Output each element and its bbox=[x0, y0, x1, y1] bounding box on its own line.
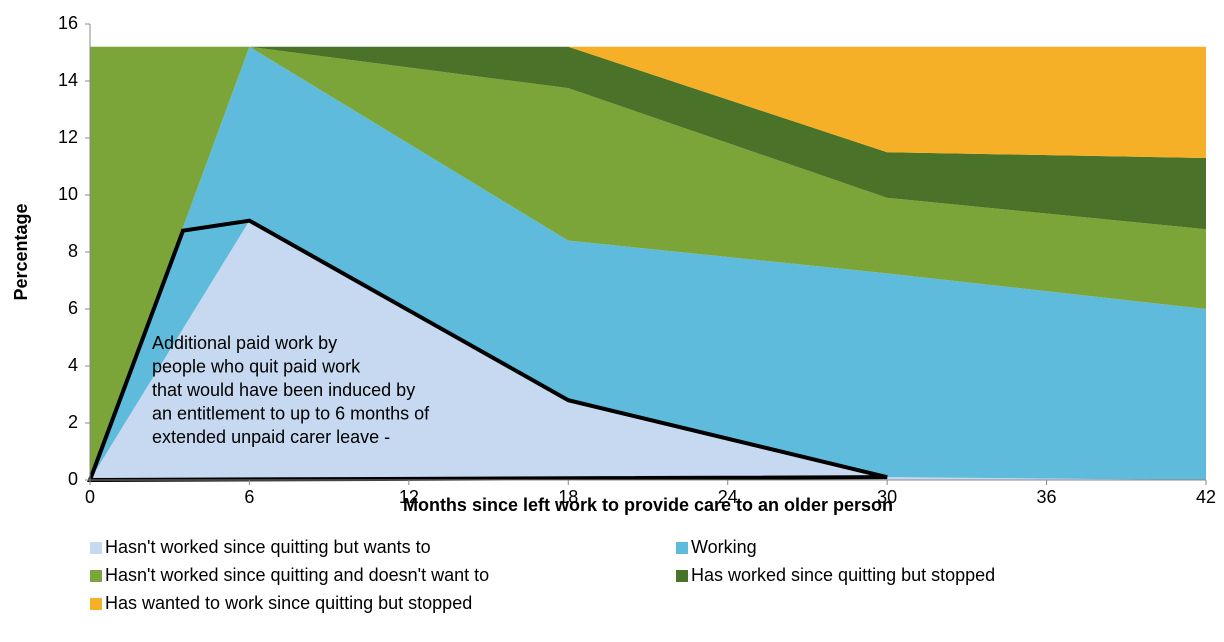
annotation-text: Additional paid work by bbox=[152, 333, 337, 353]
annotation-text: people who quit paid work bbox=[152, 356, 361, 376]
y-tick-label: 16 bbox=[58, 13, 78, 33]
y-tick-label: 8 bbox=[68, 241, 78, 261]
y-tick-label: 14 bbox=[58, 70, 78, 90]
annotation-outline bbox=[87, 218, 888, 483]
annotation-text: an entitlement to up to 6 months of bbox=[152, 403, 430, 423]
x-tick-label: 36 bbox=[1037, 487, 1057, 507]
x-tick-label: 30 bbox=[877, 487, 897, 507]
area bbox=[90, 46, 1206, 230]
area bbox=[90, 46, 1206, 158]
y-tick-label: 10 bbox=[58, 184, 78, 204]
legend-label: Working bbox=[691, 537, 757, 557]
y-tick-label: 2 bbox=[68, 412, 78, 432]
x-tick-label: 0 bbox=[85, 487, 95, 507]
legend-label: Has worked since quitting but stopped bbox=[691, 565, 995, 585]
area bbox=[90, 46, 1206, 481]
x-axis-label: Months since left work to provide care t… bbox=[403, 495, 893, 515]
legend-swatch bbox=[90, 570, 102, 582]
area bbox=[90, 46, 1206, 481]
legend-swatch bbox=[90, 598, 102, 610]
legend-swatch bbox=[90, 542, 102, 554]
annotation-text: extended unpaid carer leave - bbox=[152, 427, 390, 447]
legend-label: Hasn't worked since quitting and doesn't… bbox=[105, 565, 489, 585]
y-tick-label: 6 bbox=[68, 298, 78, 318]
x-tick-label: 42 bbox=[1196, 487, 1216, 507]
x-tick-label: 6 bbox=[244, 487, 254, 507]
y-axis-label: Percentage bbox=[11, 203, 31, 300]
y-tick-label: 12 bbox=[58, 127, 78, 147]
y-tick-label: 0 bbox=[68, 469, 78, 489]
x-tick-label: 18 bbox=[558, 487, 578, 507]
legend-swatch bbox=[676, 570, 688, 582]
legend-swatch bbox=[676, 542, 688, 554]
area bbox=[90, 220, 1206, 480]
x-tick-label: 24 bbox=[718, 487, 738, 507]
legend-label: Has wanted to work since quitting but st… bbox=[105, 593, 472, 613]
annotation-text: that would have been induced by bbox=[152, 380, 415, 400]
x-tick-label: 12 bbox=[399, 487, 419, 507]
y-tick-label: 4 bbox=[68, 355, 78, 375]
legend-label: Hasn't worked since quitting but wants t… bbox=[105, 537, 431, 557]
